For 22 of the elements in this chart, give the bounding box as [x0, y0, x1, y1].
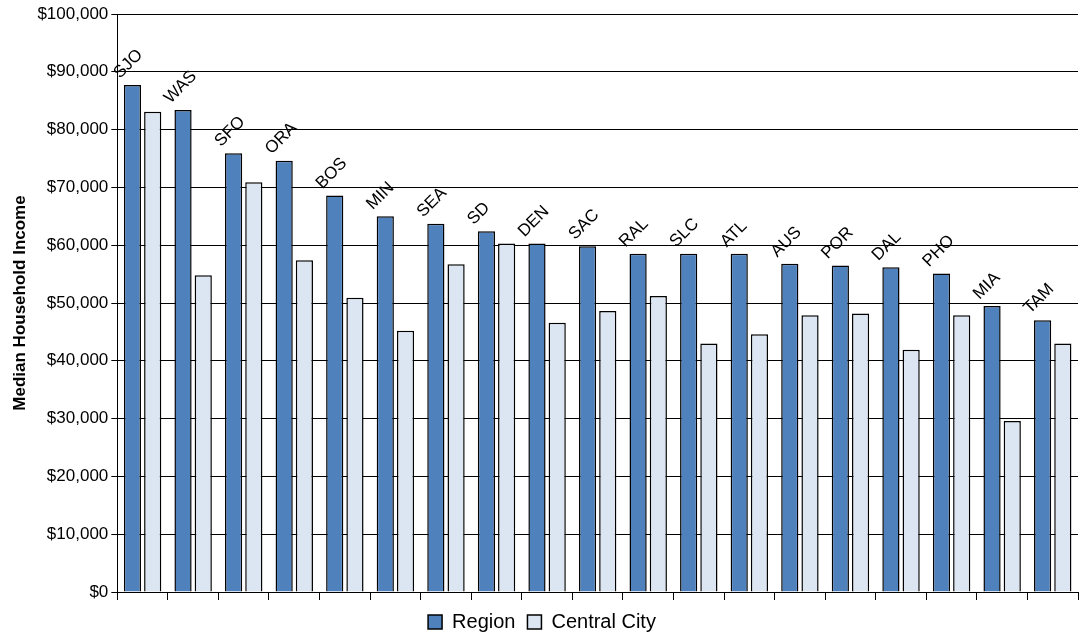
y-tick-label: $90,000: [46, 61, 109, 81]
y-axis-title: Median Household Income: [9, 195, 29, 411]
y-tick-label: $40,000: [46, 350, 109, 370]
x-tick-label: ATL: [716, 216, 751, 251]
y-tick-label: $60,000: [46, 234, 109, 254]
y-tick-label: $10,000: [46, 523, 109, 543]
y-tick-label: $20,000: [46, 466, 109, 486]
y-tick-label: $70,000: [46, 177, 109, 197]
legend-label: Central City: [551, 609, 656, 632]
x-tick-label: SLC: [665, 213, 703, 251]
y-tick-label: $80,000: [46, 119, 109, 139]
legend-label: Region: [452, 609, 516, 632]
x-tick-label: SEA: [412, 182, 451, 221]
x-tick-label: ORA: [260, 117, 301, 158]
y-tick-label: $0: [89, 581, 109, 601]
y-tick-label: $100,000: [37, 3, 109, 23]
y-tick-label: $50,000: [46, 292, 109, 312]
x-tick-label: RAL: [614, 213, 652, 251]
x-tick-label: SD: [463, 198, 494, 229]
y-tick-label: $30,000: [46, 408, 109, 428]
x-tick-label: DAL: [867, 227, 905, 264]
x-tick-label: MIA: [968, 267, 1005, 303]
